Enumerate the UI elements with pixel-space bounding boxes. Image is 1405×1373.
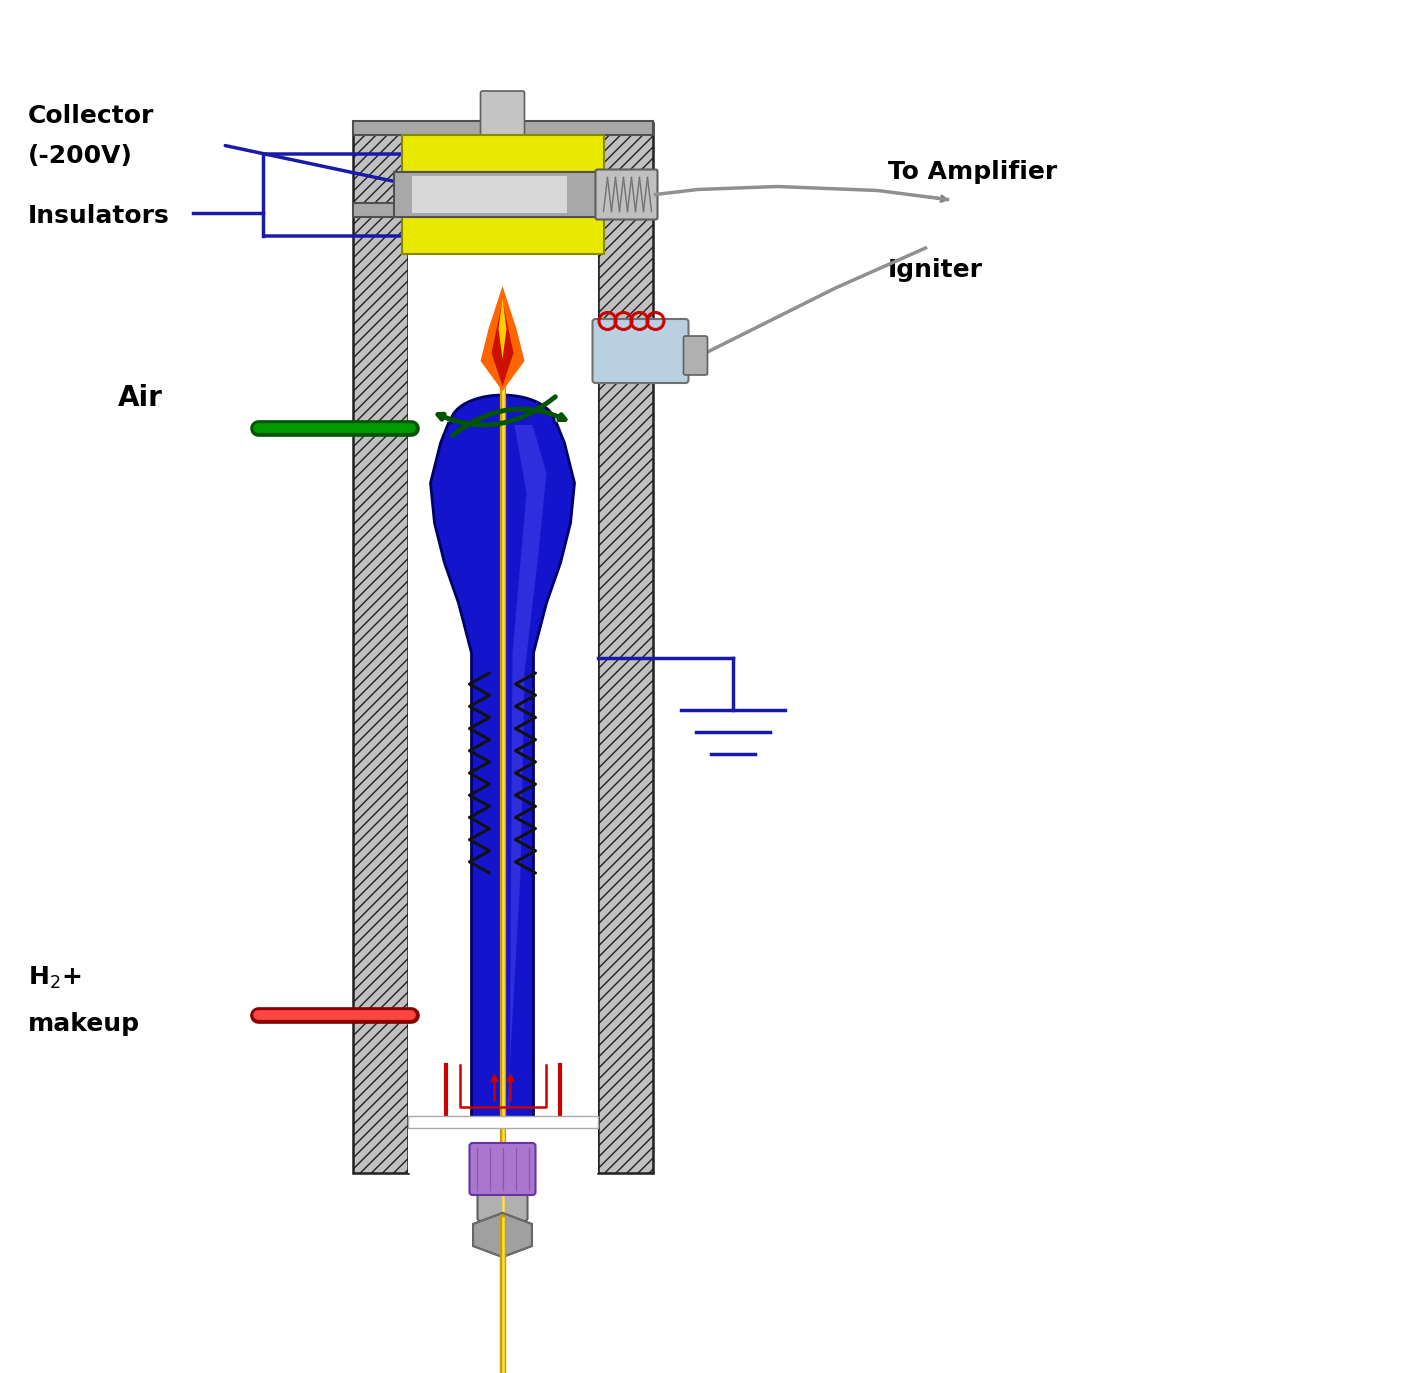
Bar — [412, 176, 566, 213]
Text: Igniter: Igniter — [888, 258, 982, 281]
Polygon shape — [507, 426, 547, 1108]
Bar — [597, 124, 652, 1173]
Bar — [402, 135, 604, 172]
Polygon shape — [492, 301, 513, 386]
Bar — [353, 203, 652, 217]
FancyBboxPatch shape — [469, 1142, 535, 1195]
Polygon shape — [430, 395, 575, 1118]
Bar — [353, 124, 407, 1173]
Text: To Amplifier: To Amplifier — [888, 161, 1057, 184]
Bar — [407, 1116, 597, 1129]
Polygon shape — [499, 298, 506, 358]
Bar — [402, 217, 604, 254]
FancyBboxPatch shape — [481, 200, 524, 243]
FancyBboxPatch shape — [596, 169, 658, 220]
FancyBboxPatch shape — [683, 336, 708, 375]
Text: Insulators: Insulators — [28, 205, 169, 228]
Polygon shape — [473, 1212, 532, 1258]
FancyBboxPatch shape — [481, 91, 524, 139]
FancyBboxPatch shape — [478, 1184, 527, 1221]
Text: H$_2$+: H$_2$+ — [28, 965, 80, 991]
Text: Air: Air — [118, 384, 163, 412]
Bar — [393, 172, 611, 217]
Text: makeup: makeup — [28, 1012, 139, 1037]
FancyBboxPatch shape — [593, 319, 688, 383]
Bar — [353, 121, 652, 135]
Text: (-200V): (-200V) — [28, 144, 132, 168]
Polygon shape — [481, 286, 524, 391]
Text: Collector: Collector — [28, 104, 155, 128]
Bar — [407, 124, 597, 1173]
